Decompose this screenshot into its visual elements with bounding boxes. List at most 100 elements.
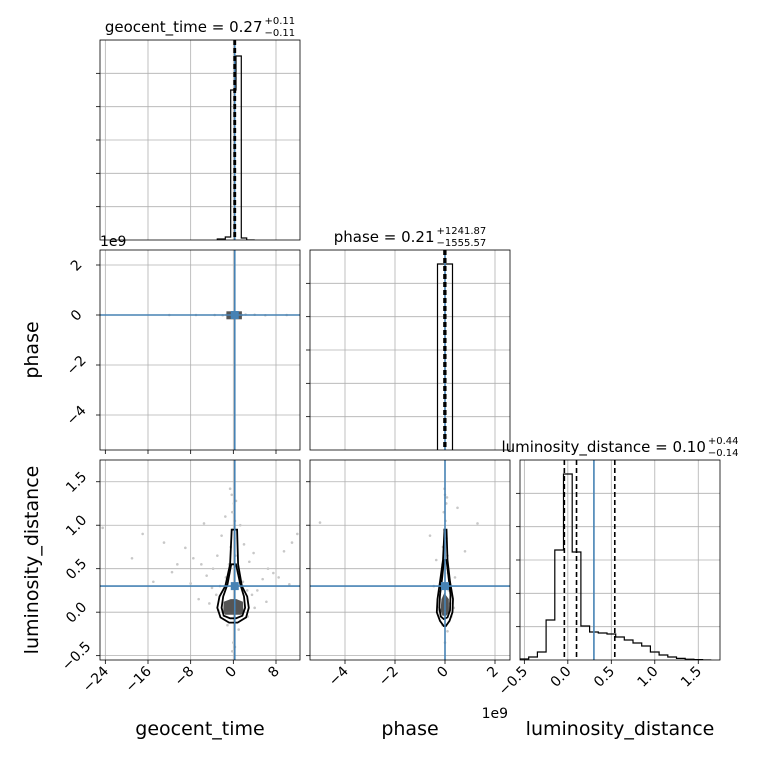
y-tick-label: 1.5 xyxy=(63,469,90,496)
sample-point xyxy=(200,563,203,566)
x-tick-label: −24 xyxy=(80,663,112,695)
sample-point xyxy=(228,487,232,490)
x-axis-label-phase: phase xyxy=(381,718,438,740)
sample-point xyxy=(265,600,268,604)
sample-point xyxy=(256,589,259,592)
x-tick-label: −8 xyxy=(172,664,198,690)
sample-point xyxy=(296,532,299,536)
x-axis-label-geocent_time: geocent_time xyxy=(135,718,264,740)
panel-geocent_time-vs-luminosity_distance xyxy=(100,460,300,660)
sample-point xyxy=(205,574,208,577)
sample-point xyxy=(184,546,187,550)
title-minus: −0.14 xyxy=(708,448,739,459)
sample-point xyxy=(253,606,256,610)
y-axis-label-phase: phase xyxy=(21,321,43,378)
panel-frame xyxy=(309,459,511,661)
sample-point xyxy=(216,554,219,557)
title-plus: +0.11 xyxy=(265,16,296,27)
x-tick-label: −2 xyxy=(376,664,402,690)
sample-point xyxy=(208,602,211,605)
sample-point xyxy=(261,577,264,581)
sample-point xyxy=(463,550,467,553)
diag-panel-luminosity_distance xyxy=(520,460,720,660)
sample-point xyxy=(434,558,438,562)
sample-point xyxy=(130,556,134,560)
sample-point xyxy=(245,589,249,592)
sample-point xyxy=(189,582,192,585)
contour-level-1 xyxy=(435,528,454,627)
sample-point xyxy=(230,650,234,653)
x-tick-label: −16 xyxy=(123,663,155,695)
y-tick-label: 2 xyxy=(68,257,86,275)
sample-point xyxy=(456,506,459,510)
sample-point xyxy=(476,522,479,525)
title-plus: +1241.87 xyxy=(437,226,487,237)
sample-point xyxy=(226,623,229,627)
sample-point xyxy=(277,576,280,579)
sample-point xyxy=(318,521,322,524)
sample-point xyxy=(210,586,214,590)
panel-title-luminosity_distance: luminosity_distance = 0.10 xyxy=(501,438,705,457)
sample-point xyxy=(241,580,245,584)
histogram-luminosity_distance xyxy=(520,473,712,660)
y-tick-label: −2 xyxy=(64,353,90,379)
y-tick-label: 1.0 xyxy=(63,512,90,539)
sample-point xyxy=(272,571,275,575)
sample-point xyxy=(238,523,242,527)
y-tick-label: 0.5 xyxy=(63,556,90,583)
sample-point xyxy=(170,570,174,574)
panel-phase-vs-luminosity_distance xyxy=(310,460,510,660)
y-multiplier-label: 1e9 xyxy=(100,234,126,250)
sample-point xyxy=(162,541,166,544)
sample-point xyxy=(192,556,195,560)
sample-point xyxy=(252,551,255,555)
y-tick-label: 0 xyxy=(68,307,86,325)
sample-point xyxy=(101,526,104,530)
sample-point xyxy=(197,597,200,601)
sample-point xyxy=(230,510,234,514)
y-tick-label: 0.0 xyxy=(63,599,90,626)
y-tick-label: −0.5 xyxy=(59,639,94,674)
panel-title-phase: phase = 0.21 xyxy=(334,228,435,246)
sample-point xyxy=(445,496,449,499)
density-core xyxy=(223,599,244,615)
sample-point xyxy=(237,628,240,631)
contour-level-2 xyxy=(438,559,452,621)
sample-point xyxy=(152,580,155,584)
x-tick-label: 0.0 xyxy=(548,664,575,691)
panel-geocent_time-vs-phase xyxy=(100,250,300,450)
x-tick-label: 8 xyxy=(265,664,283,682)
sample-point xyxy=(211,567,215,570)
x-tick-label: −4 xyxy=(326,663,352,689)
title-plus: +0.44 xyxy=(708,436,739,447)
title-minus: −0.11 xyxy=(265,28,296,39)
sample-point xyxy=(141,532,144,536)
sample-point xyxy=(242,543,246,546)
y-axis-label-luminosity_distance: luminosity_distance xyxy=(21,466,43,655)
title-minus: −1555.57 xyxy=(437,238,487,249)
x-tick-label: 0.5 xyxy=(591,664,618,691)
sample-point xyxy=(230,493,234,497)
truth-marker xyxy=(441,582,449,591)
truth-marker xyxy=(230,582,239,591)
sample-point xyxy=(176,563,179,566)
x-axis-label-luminosity_distance: luminosity_distance xyxy=(526,718,715,740)
x-tick-label: 0 xyxy=(434,664,452,682)
sample-point xyxy=(290,541,294,544)
contour-level-2 xyxy=(220,563,247,620)
sample-point xyxy=(214,593,218,597)
sample-point xyxy=(224,515,227,518)
contour-level-1 xyxy=(216,528,250,624)
x-tick-label: 0 xyxy=(223,664,241,682)
sample-point xyxy=(248,560,251,564)
diag-panel-geocent_time xyxy=(100,40,300,240)
sample-point xyxy=(250,593,254,597)
x-multiplier-label: 1e9 xyxy=(482,706,508,722)
panel-title-geocent_time: geocent_time = 0.27 xyxy=(105,18,263,37)
x-tick-label: 1.5 xyxy=(678,664,705,691)
x-tick-label: 2 xyxy=(484,664,502,682)
sample-point xyxy=(446,630,449,633)
panel-frame xyxy=(99,459,301,661)
x-tick-label: −0.5 xyxy=(496,664,531,699)
